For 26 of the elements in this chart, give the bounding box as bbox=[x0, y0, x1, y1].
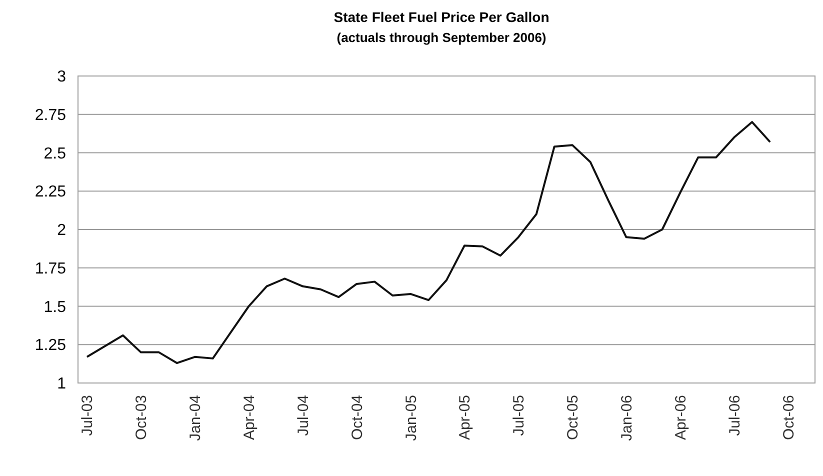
line-series bbox=[86, 121, 772, 364]
x-tick-label: Jan-04 bbox=[187, 395, 204, 441]
y-tick-label: 2.25 bbox=[34, 184, 66, 201]
y-tick-label: 1.25 bbox=[34, 337, 66, 354]
x-tick-label: Oct-05 bbox=[564, 395, 582, 440]
x-tick-label: Jan-06 bbox=[618, 395, 636, 441]
x-tick-label: Apr-05 bbox=[456, 395, 474, 440]
y-tick-label: 1 bbox=[57, 376, 66, 393]
x-tick-label: Oct-06 bbox=[780, 395, 798, 440]
x-tick-label: Jul-06 bbox=[726, 395, 744, 436]
x-tick-label: Jul-05 bbox=[510, 395, 528, 436]
x-tick-label: Apr-04 bbox=[241, 395, 258, 440]
chart-subtitle: (actuals through September 2006) bbox=[336, 30, 546, 45]
x-tick-label: Apr-06 bbox=[672, 395, 690, 440]
y-tick-label: 1.5 bbox=[44, 298, 66, 316]
x-tick-label: Jan-05 bbox=[402, 395, 420, 441]
y-tick-label: 1.75 bbox=[34, 260, 66, 278]
x-tick-label: Jul-03 bbox=[79, 395, 96, 436]
x-tick-label: Oct-03 bbox=[133, 395, 150, 440]
y-tick-label: 2.75 bbox=[34, 106, 66, 124]
chart-title: State Fleet Fuel Price Per Gallon bbox=[334, 9, 550, 25]
y-tick-label: 3 bbox=[57, 68, 66, 86]
x-tick-label: Oct-04 bbox=[348, 395, 366, 440]
y-tick-label: 2.5 bbox=[44, 145, 66, 162]
x-tick-label: Jul-04 bbox=[294, 395, 312, 436]
y-tick-label: 2 bbox=[57, 222, 66, 240]
